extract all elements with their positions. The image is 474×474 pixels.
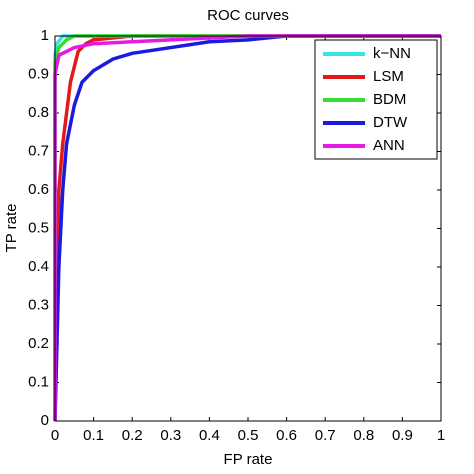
y-tick-label: 0.5 bbox=[28, 219, 49, 236]
y-tick-label: 0.4 bbox=[28, 258, 49, 275]
x-tick-label: 0.1 bbox=[83, 427, 104, 444]
chart-title: ROC curves bbox=[207, 7, 289, 24]
y-tick-label: 0.7 bbox=[28, 142, 49, 159]
y-tick-label: 0.2 bbox=[28, 335, 49, 352]
y-axis-label: TP rate bbox=[3, 204, 20, 253]
x-tick-label: 0.6 bbox=[276, 427, 297, 444]
x-tick-label: 0.2 bbox=[122, 427, 143, 444]
legend-label: BDM bbox=[373, 91, 406, 108]
x-tick-label: 0.9 bbox=[392, 427, 413, 444]
legend-label: DTW bbox=[373, 114, 408, 131]
y-tick-label: 0.9 bbox=[28, 65, 49, 82]
y-tick-label: 1 bbox=[41, 27, 49, 44]
y-tick-label: 0.6 bbox=[28, 181, 49, 198]
roc-line bbox=[53, 34, 441, 421]
legend-label: k−NN bbox=[373, 45, 411, 62]
legend-label: LSM bbox=[373, 68, 404, 85]
x-tick-label: 0.4 bbox=[199, 427, 220, 444]
roc-line bbox=[53, 34, 441, 422]
y-tick-label: 0 bbox=[41, 412, 49, 429]
y-tick-label: 0.1 bbox=[28, 373, 49, 390]
x-tick-label: 0.7 bbox=[315, 427, 336, 444]
legend-label: ANN bbox=[373, 137, 405, 154]
y-tick-label: 0.8 bbox=[28, 104, 49, 121]
plot-frame bbox=[54, 35, 442, 422]
x-tick-label: 0.3 bbox=[160, 427, 181, 444]
x-tick-label: 1 bbox=[437, 427, 445, 444]
x-axis-label: FP rate bbox=[224, 451, 273, 468]
x-tick-label: 0.5 bbox=[238, 427, 259, 444]
y-tick-label: 0.3 bbox=[28, 296, 49, 313]
x-tick-label: 0 bbox=[51, 427, 59, 444]
x-tick-label: 0.8 bbox=[353, 427, 374, 444]
